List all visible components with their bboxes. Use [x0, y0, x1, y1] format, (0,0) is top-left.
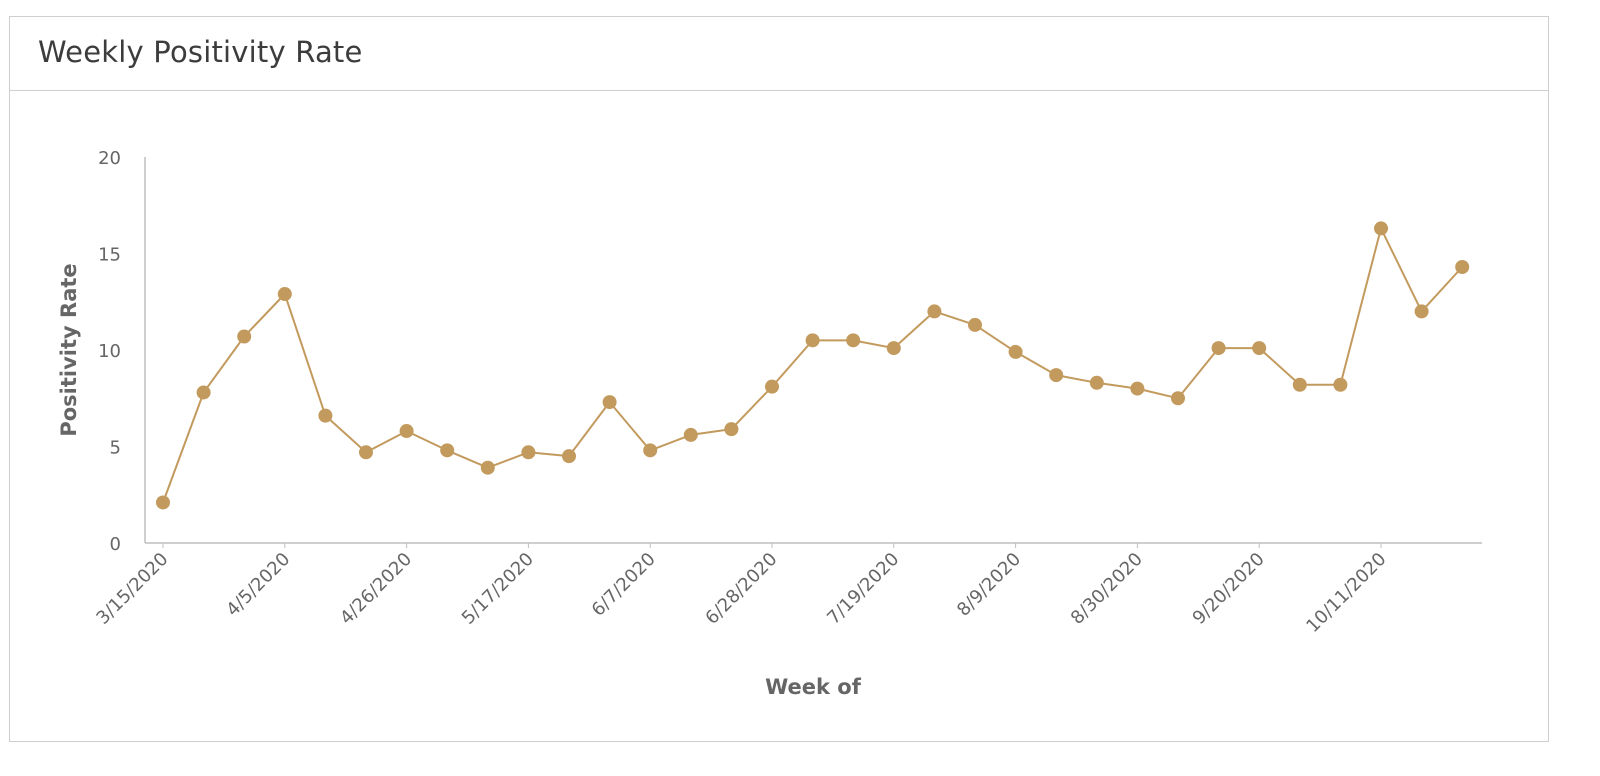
- x-tick-label: 6/7/2020: [588, 549, 660, 621]
- data-point[interactable]: [521, 445, 536, 460]
- data-point[interactable]: [805, 333, 820, 348]
- series-positivity-rate: [156, 221, 1470, 510]
- y-tick-label: 20: [98, 148, 121, 169]
- data-point[interactable]: [277, 287, 292, 302]
- y-tick-label: 10: [98, 341, 121, 362]
- data-point[interactable]: [724, 422, 739, 437]
- data-point[interactable]: [846, 333, 861, 348]
- y-tick-label: 5: [110, 438, 121, 459]
- x-tick-label: 6/28/2020: [701, 549, 781, 629]
- data-point[interactable]: [1333, 377, 1348, 392]
- data-point[interactable]: [1374, 221, 1388, 236]
- data-point[interactable]: [440, 443, 455, 458]
- x-tick-label: 3/15/2020: [92, 549, 172, 629]
- data-point[interactable]: [480, 460, 495, 475]
- data-point[interactable]: [1252, 341, 1267, 356]
- x-tick-label: 5/17/2020: [458, 549, 538, 629]
- panel-header: Weekly Positivity Rate: [10, 17, 1548, 91]
- data-point[interactable]: [359, 445, 373, 460]
- data-point[interactable]: [1171, 391, 1185, 406]
- data-point[interactable]: [237, 329, 252, 344]
- data-point[interactable]: [1414, 304, 1429, 319]
- data-point[interactable]: [643, 443, 658, 458]
- data-point[interactable]: [1211, 341, 1226, 356]
- data-point[interactable]: [927, 304, 942, 319]
- data-point[interactable]: [318, 408, 333, 423]
- panel-title: Weekly Positivity Rate: [38, 35, 363, 69]
- x-tick-label: 9/20/2020: [1189, 549, 1269, 629]
- data-point[interactable]: [683, 427, 698, 442]
- data-point[interactable]: [156, 495, 170, 510]
- data-point[interactable]: [1089, 375, 1104, 390]
- data-point[interactable]: [562, 449, 576, 464]
- data-point[interactable]: [886, 341, 901, 356]
- x-tick-label: 10/11/2020: [1302, 549, 1390, 637]
- x-axis-title: Week of: [765, 675, 862, 699]
- data-point[interactable]: [399, 424, 414, 439]
- data-point[interactable]: [968, 317, 982, 332]
- x-tick-label: 8/9/2020: [953, 549, 1025, 621]
- x-tick-label: 7/19/2020: [823, 549, 903, 629]
- y-axis-title: Positivity Rate: [57, 263, 81, 436]
- x-tick-label: 8/30/2020: [1067, 549, 1147, 629]
- data-point[interactable]: [1049, 368, 1064, 383]
- y-tick-label: 0: [110, 534, 121, 555]
- data-point[interactable]: [1130, 381, 1145, 396]
- data-point[interactable]: [602, 395, 617, 410]
- x-axis: 3/15/2020 4/5/2020 4/26/2020 5/17/2020 6/7/2…: [92, 542, 1482, 637]
- series-line: [162, 227, 1463, 503]
- x-tick-label: 4/26/2020: [336, 549, 416, 629]
- data-point[interactable]: [1292, 377, 1307, 392]
- data-point[interactable]: [765, 379, 779, 394]
- x-tick-label: 4/5/2020: [222, 549, 294, 621]
- data-point[interactable]: [196, 385, 211, 400]
- y-axis: 0 5 10 15 20: [98, 148, 146, 555]
- data-point[interactable]: [1008, 344, 1023, 359]
- y-tick-label: 15: [98, 245, 121, 266]
- data-point[interactable]: [1455, 260, 1470, 275]
